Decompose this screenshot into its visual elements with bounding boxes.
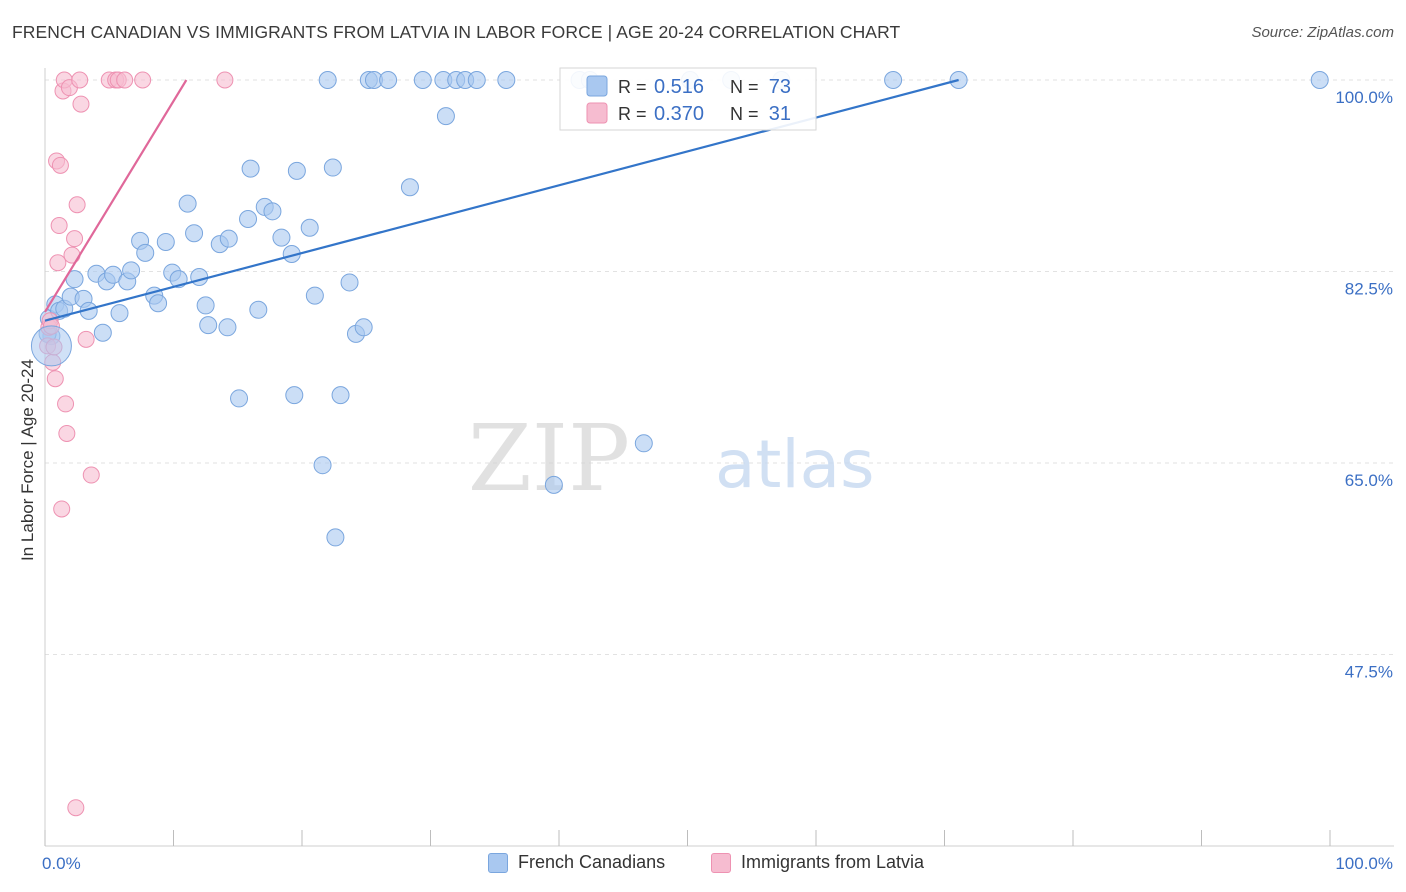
legend-item-latvia: Immigrants from Latvia bbox=[711, 852, 924, 873]
stats-n-value: 31 bbox=[769, 103, 791, 125]
point-latvia bbox=[51, 156, 69, 174]
point-latvia bbox=[57, 395, 75, 413]
stats-swatch bbox=[586, 75, 608, 97]
point-latvia bbox=[53, 500, 71, 518]
point-french-canadians bbox=[230, 389, 249, 408]
point-french-canadians bbox=[379, 71, 398, 89]
point-latvia bbox=[77, 330, 95, 348]
point-french-canadians bbox=[190, 267, 209, 286]
point-french-canadians bbox=[285, 386, 304, 405]
point-french-canadians bbox=[272, 228, 291, 247]
point-french-canadians bbox=[326, 528, 345, 547]
stats-swatch bbox=[586, 102, 608, 124]
watermark-atlas: atlas bbox=[715, 426, 875, 503]
stats-n-value: 73 bbox=[769, 76, 791, 98]
point-french-canadians bbox=[323, 158, 342, 177]
y-tick-label: 100.0% bbox=[1335, 88, 1393, 107]
x-tick-label: 0.0% bbox=[42, 854, 81, 873]
point-french-canadians bbox=[196, 296, 215, 315]
point-french-canadians bbox=[331, 386, 350, 405]
point-latvia bbox=[58, 424, 76, 442]
source-note: Source: ZipAtlas.com bbox=[1251, 24, 1394, 41]
point-french-canadians bbox=[93, 323, 112, 342]
point-french-canadians bbox=[287, 161, 306, 180]
data-points bbox=[30, 71, 1329, 817]
point-french-canadians bbox=[156, 232, 175, 251]
point-latvia bbox=[72, 95, 90, 113]
stats-legend: R = 0.516 N = 73 R = 0.370 N = 31 bbox=[559, 67, 817, 131]
y-tick-label: 47.5% bbox=[1345, 663, 1393, 682]
point-latvia bbox=[50, 217, 68, 235]
trend-line-latvia bbox=[44, 79, 188, 313]
point-latvia bbox=[68, 196, 86, 214]
stats-r-label: R = bbox=[618, 104, 647, 124]
watermark: ZIP atlas bbox=[468, 405, 875, 512]
point-french-canadians bbox=[110, 304, 129, 323]
point-french-canadians bbox=[239, 209, 258, 228]
point-french-canadians bbox=[497, 71, 516, 89]
stats-n-label: N = bbox=[730, 77, 759, 97]
point-french-canadians bbox=[340, 273, 359, 292]
point-french-canadians bbox=[218, 318, 237, 337]
point-french-canadians bbox=[241, 159, 260, 178]
point-latvia bbox=[134, 71, 152, 89]
point-latvia bbox=[116, 71, 134, 89]
point-french-canadians bbox=[884, 71, 903, 89]
point-latvia bbox=[46, 370, 64, 388]
point-french-canadians bbox=[219, 229, 238, 248]
y-tick-label: 82.5% bbox=[1345, 280, 1393, 299]
point-french-canadians bbox=[199, 316, 218, 335]
point-french-canadians bbox=[413, 71, 432, 89]
legend-item-french-canadians: French Canadians bbox=[488, 852, 665, 873]
y-tick-label: 65.0% bbox=[1345, 471, 1393, 490]
point-latvia bbox=[67, 799, 85, 817]
chart-title: FRENCH CANADIAN VS IMMIGRANTS FROM LATVI… bbox=[12, 22, 901, 42]
point-french-canadians bbox=[400, 178, 419, 197]
legend-swatch-blue bbox=[488, 852, 508, 873]
legend-label-latvia: Immigrants from Latvia bbox=[741, 852, 925, 872]
legend-label-french-canadians: French Canadians bbox=[518, 852, 666, 872]
point-latvia bbox=[71, 71, 89, 89]
point-french-canadians bbox=[1310, 71, 1329, 89]
point-french-canadians bbox=[122, 261, 141, 280]
stats-n-label: N = bbox=[730, 104, 759, 124]
point-french-canadians bbox=[634, 434, 653, 453]
point-french-canadians bbox=[149, 294, 168, 313]
point-french-canadians bbox=[249, 300, 268, 319]
point-latvia bbox=[66, 230, 84, 248]
point-latvia bbox=[216, 71, 234, 89]
stats-r-value: 0.370 bbox=[654, 103, 704, 125]
legend-swatch-pink bbox=[711, 852, 731, 873]
point-french-canadians bbox=[185, 224, 204, 243]
point-latvia bbox=[49, 254, 67, 272]
x-tick-label: 100.0% bbox=[1335, 854, 1393, 873]
point-french-canadians bbox=[313, 456, 332, 475]
stats-r-label: R = bbox=[618, 77, 647, 97]
stats-r-value: 0.516 bbox=[654, 76, 704, 98]
point-french-canadians-large bbox=[30, 325, 72, 367]
point-latvia bbox=[82, 466, 100, 484]
point-french-canadians bbox=[178, 194, 197, 213]
point-french-canadians bbox=[136, 243, 155, 262]
axes: 0.0% 100.0% bbox=[42, 68, 1394, 873]
point-french-canadians bbox=[305, 286, 324, 305]
point-french-canadians bbox=[318, 71, 337, 89]
point-french-canadians bbox=[436, 107, 455, 126]
point-french-canadians bbox=[263, 202, 282, 221]
point-latvia bbox=[63, 246, 81, 264]
series-legend: French Canadians Immigrants from Latvia bbox=[0, 852, 1406, 878]
point-french-canadians bbox=[354, 318, 373, 337]
point-french-canadians bbox=[300, 218, 319, 237]
watermark-zip: ZIP bbox=[468, 405, 630, 512]
point-french-canadians bbox=[467, 71, 486, 89]
point-french-canadians bbox=[544, 475, 563, 494]
